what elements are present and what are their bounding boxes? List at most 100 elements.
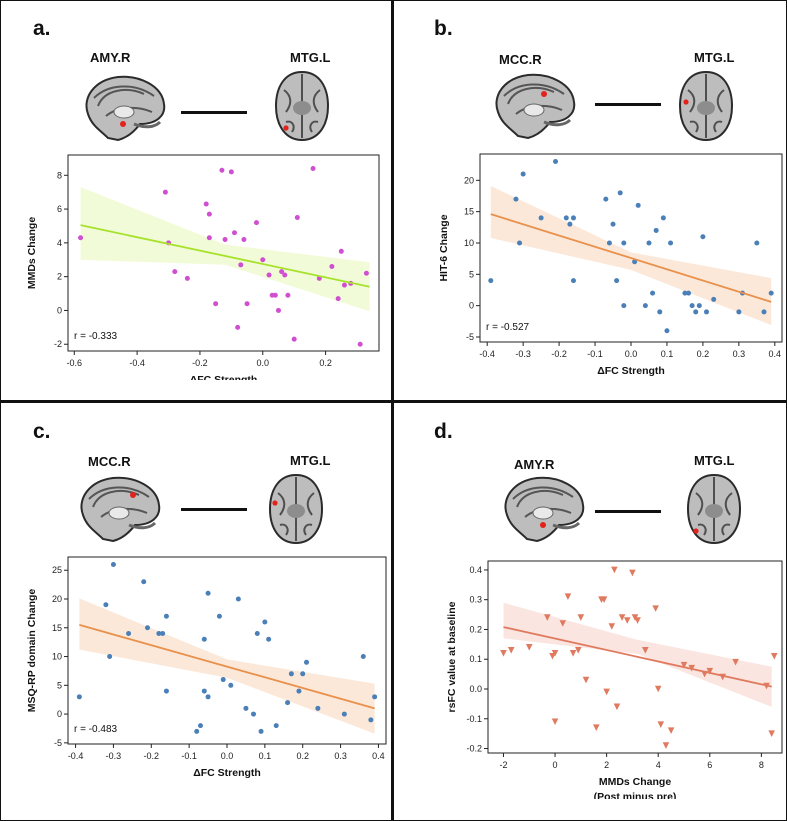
x-tick-label: -0.2	[192, 358, 208, 368]
data-point	[582, 676, 590, 684]
data-point	[500, 649, 507, 657]
axial-brain-image	[686, 473, 742, 545]
data-point	[198, 723, 203, 729]
roi-marker-icon	[693, 528, 699, 534]
y-tick-label: 5	[469, 269, 474, 279]
data-point	[634, 617, 641, 624]
data-point	[654, 685, 662, 693]
data-point	[304, 659, 309, 665]
data-point	[219, 167, 225, 173]
x-tick-label: 0.2	[697, 349, 710, 359]
data-point	[357, 341, 363, 347]
data-point	[368, 717, 374, 723]
data-point	[163, 688, 169, 694]
regression-line	[80, 224, 370, 288]
y-tick-label: 15	[52, 623, 62, 633]
y-axis-label: HIT-6 Change	[440, 214, 450, 281]
data-point	[611, 566, 618, 574]
y-tick-label: 8	[57, 170, 62, 180]
y-axis-label: MSQ-RP domain Change	[26, 589, 38, 713]
data-point	[603, 196, 609, 202]
data-point	[569, 649, 577, 657]
data-point	[275, 307, 281, 313]
data-point	[296, 688, 302, 694]
vertical-divider	[391, 0, 394, 821]
data-point	[635, 202, 641, 208]
x-tick-label: 0.3	[334, 751, 347, 761]
roi-marker-icon	[283, 125, 289, 131]
x-tick-label: -0.1	[587, 349, 603, 359]
axial-brain-image	[274, 70, 330, 142]
data-point	[201, 636, 207, 642]
data-point	[341, 282, 347, 288]
y-tick-label: 5	[57, 680, 62, 690]
sagittal-brain-image	[85, 75, 166, 142]
data-point	[761, 309, 767, 315]
data-point	[664, 328, 670, 334]
data-point	[553, 159, 558, 165]
scatter-chart-d: -2 0 2 4 6 8 -0.2 -0.1 0.0 0.1 0.2 0.3 0.4 MMDs Chang…	[446, 560, 783, 799]
data-point	[770, 652, 778, 660]
data-point	[244, 301, 250, 307]
y-tick-label: 25	[52, 565, 62, 575]
data-point	[525, 644, 533, 651]
x-axis-label: MMDs Change	[599, 776, 671, 788]
data-point	[228, 682, 234, 688]
roi-marker-icon	[272, 500, 278, 506]
scatter-chart-a: -0.6 -0.4 -0.2 0.0 0.2 -2 0 2 4 6 8 ΔFC Strength MMD…	[26, 154, 380, 380]
data-point	[570, 215, 576, 221]
data-point	[222, 236, 228, 242]
x-tick-label: -2	[499, 760, 507, 770]
data-point	[285, 700, 291, 706]
y-tick-label: 4	[57, 238, 62, 248]
x-tick-label: 8	[759, 760, 764, 770]
data-point	[754, 240, 760, 246]
roi-marker-icon	[130, 492, 136, 498]
y-axis-label: rsFC value at baseline	[446, 601, 458, 712]
region-label-left: MCC.R	[88, 454, 131, 469]
x-tick-label: 0.2	[296, 751, 309, 761]
confidence-band	[80, 187, 370, 312]
data-point	[243, 705, 249, 711]
data-point	[156, 631, 162, 637]
data-point	[768, 730, 775, 737]
data-point	[614, 278, 620, 284]
data-point	[642, 303, 648, 309]
regression-line	[490, 213, 772, 303]
data-point	[272, 292, 278, 298]
y-tick-label: 0	[57, 305, 62, 315]
x-tick-label: 0.1	[661, 349, 674, 359]
y-tick-label: -0.1	[466, 714, 482, 724]
data-point	[706, 667, 714, 675]
x-axis-label: ΔFC Strength	[597, 365, 665, 377]
region-label-left: MCC.R	[499, 52, 542, 67]
x-tick-label: 0.0	[221, 751, 234, 761]
data-point	[238, 262, 244, 268]
x-tick-label: -0.3	[106, 751, 122, 761]
data-point	[288, 671, 294, 677]
data-point	[629, 569, 636, 577]
y-tick-label: -2	[54, 339, 62, 349]
data-point	[667, 727, 675, 734]
data-point	[652, 605, 659, 612]
data-point	[617, 190, 623, 196]
y-tick-label: 10	[464, 238, 474, 248]
data-point	[228, 169, 234, 175]
connector-line	[181, 508, 247, 511]
roi-marker-icon	[120, 121, 126, 127]
data-point	[203, 201, 209, 207]
data-point	[613, 703, 621, 711]
data-point	[650, 290, 656, 296]
data-point	[623, 617, 631, 624]
data-point	[76, 694, 82, 700]
data-point	[335, 296, 341, 302]
correlation-annotation: r = -0.483	[74, 724, 118, 735]
data-point	[254, 631, 260, 637]
region-label-left: AMY.R	[514, 457, 555, 472]
roi-marker-icon	[683, 99, 689, 105]
data-point	[680, 661, 688, 669]
y-tick-label: 6	[57, 204, 62, 214]
scatter-chart-b: -0.4 -0.3 -0.2 -0.1 0.0 0.1 0.2 0.3 0.4 -5 0 5 10 15 2…	[440, 153, 783, 377]
data-point	[632, 259, 638, 265]
regression-line	[79, 624, 375, 710]
